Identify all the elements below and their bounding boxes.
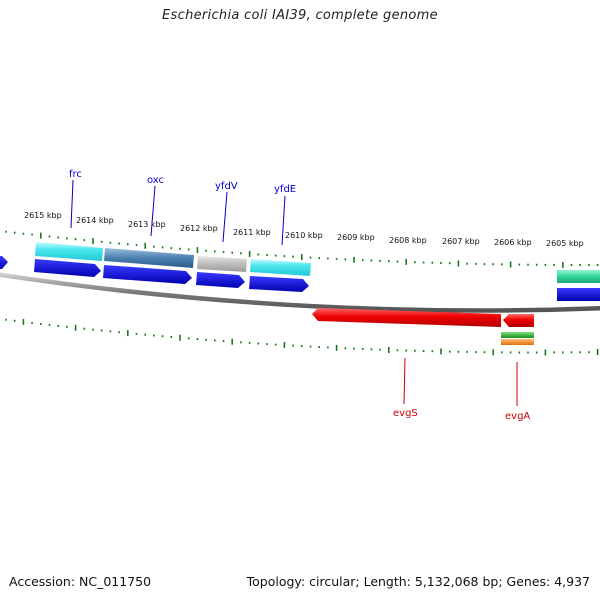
leader-line xyxy=(70,179,74,229)
kbp-label: 2610 kbp xyxy=(285,231,323,240)
cds-arrow[interactable] xyxy=(249,276,309,292)
gene-label-yfdV[interactable]: yfdV xyxy=(215,181,238,192)
gene-label-evgA[interactable]: evgA xyxy=(505,411,530,422)
leader-line xyxy=(281,195,286,246)
evgA-green-feature[interactable] xyxy=(501,332,534,338)
reverse-gene-labels: evgS evgA xyxy=(393,357,530,422)
forward-gene-labels: frc oxc yfdV yfdE xyxy=(69,169,296,246)
cds-arrow[interactable] xyxy=(34,259,101,277)
leader-line xyxy=(403,357,406,405)
kbp-label: 2612 kbp xyxy=(180,224,218,233)
topology-text: Topology: circular; Length: 5,132,068 bp… xyxy=(246,574,590,589)
gene-evgS-feature[interactable] xyxy=(312,308,501,327)
gene-label-yfdE[interactable]: yfdE xyxy=(274,184,296,195)
gene-oxc-feature[interactable] xyxy=(104,248,194,268)
evgA-orange-feature[interactable] xyxy=(501,339,534,345)
forward-feature-track[interactable] xyxy=(35,242,600,283)
kbp-scale: 2615 kbp 2614 kbp 2613 kbp 2612 kbp 2611… xyxy=(24,211,584,248)
gene-frc-feature[interactable] xyxy=(35,242,103,261)
leader-line xyxy=(222,191,228,243)
gene-yfdE-feature[interactable] xyxy=(250,259,311,276)
outer-tick-ring xyxy=(5,230,599,268)
cds-arrow[interactable] xyxy=(0,256,8,269)
kbp-label: 2605 kbp xyxy=(546,239,584,248)
kbp-label: 2611 kbp xyxy=(233,228,271,237)
kbp-label: 2607 kbp xyxy=(442,237,480,246)
gene-label-evgS[interactable]: evgS xyxy=(393,408,418,419)
kbp-label: 2608 kbp xyxy=(389,236,427,245)
cds-arrow[interactable] xyxy=(196,272,245,288)
kbp-label: 2609 kbp xyxy=(337,233,375,242)
gene-label-oxc[interactable]: oxc xyxy=(147,175,164,186)
genome-backbone xyxy=(0,272,600,313)
reverse-feature-track[interactable] xyxy=(312,308,534,345)
cds-arrow[interactable] xyxy=(557,288,600,301)
leader-line xyxy=(150,185,156,237)
kbp-label: 2615 kbp xyxy=(24,211,62,220)
kbp-label: 2613 kbp xyxy=(128,220,166,229)
accession-text: Accession: NC_011750 xyxy=(9,574,152,589)
map-title: Escherichia coli IAI39, complete genome xyxy=(162,8,438,23)
cds-arrow[interactable] xyxy=(103,265,192,284)
gene-yfdV-feature[interactable] xyxy=(197,256,247,272)
gene-evgA-feature[interactable] xyxy=(503,314,534,327)
inner-tick-ring xyxy=(5,318,599,356)
kbp-label: 2606 kbp xyxy=(494,238,532,247)
forward-cds-track[interactable] xyxy=(0,256,600,301)
kbp-label: 2614 kbp xyxy=(76,216,114,225)
teal-feature[interactable] xyxy=(557,270,600,283)
gene-label-frc[interactable]: frc xyxy=(69,169,82,180)
